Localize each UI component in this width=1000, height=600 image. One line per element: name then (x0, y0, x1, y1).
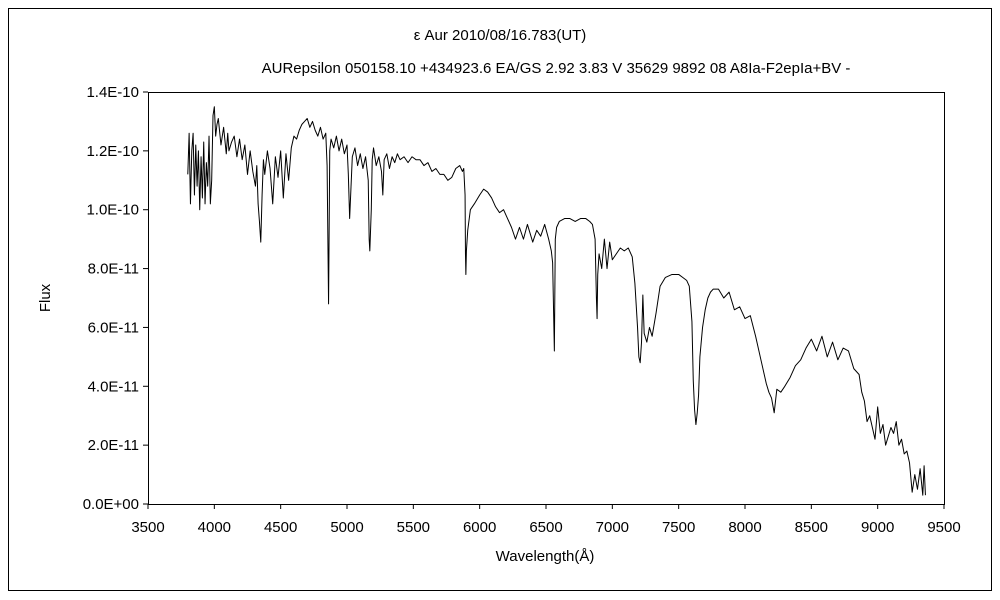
x-tick-label: 3500 (131, 519, 164, 536)
y-tick-label: 1.2E-10 (86, 143, 139, 160)
x-tick-label: 8500 (795, 519, 828, 536)
x-axis-ticks: 3500 4000 4500 5000 5500 6000 6500 7000 7500 8000… (131, 504, 961, 536)
x-tick-label: 9500 (927, 519, 960, 536)
x-tick-label: 7000 (596, 519, 629, 536)
x-tick-label: 6000 (463, 519, 496, 536)
y-tick-label: 0.0E+00 (83, 496, 139, 513)
x-tick-label: 5000 (330, 519, 363, 536)
y-tick-label: 6.0E-11 (88, 319, 139, 336)
x-axis-title: Wavelength(Å) (496, 548, 595, 565)
y-axis-title: Flux (37, 283, 54, 312)
x-tick-label: 5500 (397, 519, 430, 536)
y-tick-label: 1.4E-10 (86, 84, 139, 101)
x-tick-label: 4500 (264, 519, 297, 536)
y-tick-label: 8.0E-11 (88, 261, 139, 278)
x-tick-label: 8000 (728, 519, 761, 536)
x-tick-label: 6500 (529, 519, 562, 536)
y-axis-ticks: 0.0E+00 2.0E-11 4.0E-11 6.0E-11 8.0E-11 1.0E-… (83, 84, 148, 513)
x-tick-label: 9000 (861, 519, 894, 536)
y-tick-label: 2.0E-11 (88, 437, 139, 454)
x-tick-label: 4000 (198, 519, 231, 536)
chart-subtitle: AURepsilon 050158.10 +434923.6 EA/GS 2.9… (262, 60, 851, 77)
x-tick-label: 7500 (662, 519, 695, 536)
chart-title: ε Aur 2010/08/16.783(UT) (414, 27, 587, 44)
spectrum-line (187, 106, 926, 496)
y-tick-label: 1.0E-10 (86, 202, 139, 219)
y-tick-label: 4.0E-11 (88, 378, 139, 395)
